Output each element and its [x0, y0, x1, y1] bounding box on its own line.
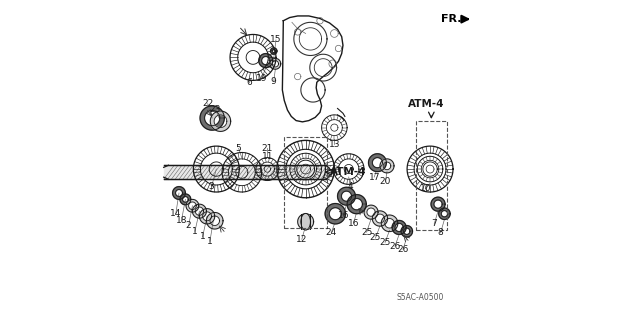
Text: 18: 18: [176, 216, 188, 225]
Text: FR.: FR.: [442, 14, 462, 24]
Text: 6: 6: [246, 78, 252, 87]
Text: 7: 7: [431, 219, 437, 228]
Text: 22: 22: [202, 99, 213, 108]
Polygon shape: [381, 215, 398, 232]
Polygon shape: [200, 106, 224, 130]
Polygon shape: [200, 209, 215, 224]
Text: 25: 25: [380, 238, 391, 247]
Text: 9: 9: [271, 77, 276, 86]
Text: 17: 17: [369, 173, 380, 182]
Polygon shape: [271, 48, 277, 54]
Text: 14: 14: [170, 209, 182, 218]
Polygon shape: [364, 205, 378, 219]
Text: 1: 1: [200, 232, 205, 241]
Polygon shape: [207, 212, 223, 229]
Text: ATM-4: ATM-4: [330, 167, 367, 177]
Polygon shape: [369, 154, 387, 172]
Text: 26: 26: [397, 245, 408, 254]
Text: 10: 10: [420, 184, 431, 193]
Polygon shape: [372, 211, 388, 226]
Polygon shape: [337, 187, 355, 205]
Polygon shape: [186, 199, 199, 212]
Text: 2: 2: [186, 221, 191, 230]
Polygon shape: [193, 204, 207, 218]
Text: 15: 15: [270, 35, 282, 44]
Polygon shape: [211, 111, 230, 131]
Text: 5: 5: [236, 144, 241, 153]
Text: 12: 12: [296, 235, 307, 244]
Text: ATM-4: ATM-4: [408, 99, 444, 109]
Text: 4: 4: [348, 182, 353, 191]
Polygon shape: [431, 197, 445, 211]
Bar: [416, 121, 447, 230]
Text: 23: 23: [210, 105, 221, 114]
Text: 26: 26: [389, 242, 401, 251]
Polygon shape: [164, 165, 326, 179]
Polygon shape: [401, 226, 413, 237]
Text: 24: 24: [326, 228, 337, 237]
Polygon shape: [380, 159, 394, 173]
Polygon shape: [438, 208, 450, 219]
Text: 8: 8: [438, 228, 444, 237]
Polygon shape: [259, 54, 273, 68]
Polygon shape: [270, 58, 281, 69]
Polygon shape: [347, 195, 366, 214]
Text: 1: 1: [192, 227, 198, 236]
Text: 11: 11: [262, 152, 273, 161]
Text: 21: 21: [262, 144, 273, 153]
Text: 1: 1: [207, 237, 213, 246]
Text: 25: 25: [370, 234, 381, 242]
Text: 13: 13: [328, 140, 340, 149]
Text: 16: 16: [337, 211, 349, 220]
Text: 3: 3: [209, 182, 214, 191]
Polygon shape: [180, 194, 191, 205]
Text: 25: 25: [361, 228, 372, 237]
Polygon shape: [173, 187, 186, 199]
Text: 19: 19: [256, 74, 268, 83]
Polygon shape: [325, 204, 346, 224]
Text: 20: 20: [380, 177, 391, 186]
Bar: [284, 137, 327, 228]
Polygon shape: [392, 220, 406, 234]
Text: 16: 16: [348, 219, 359, 228]
Text: S5AC-A0500: S5AC-A0500: [397, 293, 444, 302]
Polygon shape: [298, 214, 314, 230]
Ellipse shape: [301, 213, 310, 230]
